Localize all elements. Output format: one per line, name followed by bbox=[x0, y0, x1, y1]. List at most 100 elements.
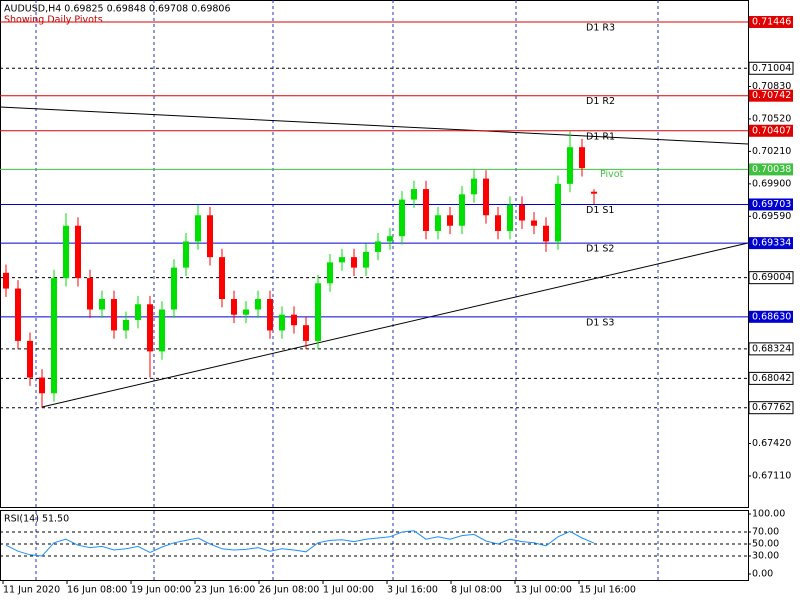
pivot-box bbox=[749, 237, 793, 250]
pivot-name: D1 S1 bbox=[586, 205, 614, 216]
pivot-name: D1 S3 bbox=[586, 317, 614, 328]
candle-body bbox=[531, 220, 537, 226]
level-label: 0.68324 bbox=[752, 343, 791, 354]
candle-body bbox=[567, 147, 573, 184]
level-box bbox=[748, 401, 794, 415]
candle-body bbox=[483, 178, 489, 216]
pivot-name: D1 R3 bbox=[586, 22, 615, 33]
pivot-box bbox=[749, 15, 793, 28]
candle-body bbox=[387, 236, 393, 242]
y-tick-label: 0.67420 bbox=[752, 438, 791, 449]
rsi-y-tick-label: 0.00 bbox=[752, 569, 773, 580]
pivot-label: 0.70038 bbox=[752, 164, 791, 175]
candle-body bbox=[303, 325, 309, 341]
candle-body bbox=[267, 299, 273, 331]
x-tick-label: 16 Jun 08:00 bbox=[67, 585, 127, 596]
candle-body bbox=[87, 278, 93, 310]
x-tick-label: 1 Jul 00:00 bbox=[323, 585, 374, 596]
rsi-y-tick-label: 100.00 bbox=[752, 509, 785, 520]
candle-body bbox=[435, 215, 441, 231]
vertical-grid bbox=[35, 0, 659, 580]
pivot-box bbox=[749, 163, 793, 176]
candle-body bbox=[495, 215, 501, 231]
candle-body bbox=[279, 314, 285, 331]
level-box bbox=[748, 342, 794, 356]
candle-body bbox=[231, 299, 237, 315]
candle-body bbox=[543, 225, 549, 242]
candle-body bbox=[123, 319, 129, 331]
candle-body bbox=[219, 257, 225, 300]
pivot-label: 0.70742 bbox=[752, 90, 791, 101]
trendline-upper bbox=[0, 106, 749, 145]
pivot-label: 0.69334 bbox=[752, 238, 791, 249]
rsi-y-tick-label: 70.00 bbox=[752, 527, 779, 538]
candle-body bbox=[51, 278, 57, 394]
pivot-label: 0.69703 bbox=[752, 199, 791, 210]
level-label: 0.67762 bbox=[752, 402, 791, 413]
rsi-title: RSI(14) 51.50 bbox=[4, 514, 69, 525]
y-tick-label: 0.67110 bbox=[752, 470, 791, 481]
candle-body bbox=[351, 257, 357, 268]
x-tick-label: 15 Jul 16:00 bbox=[579, 585, 636, 596]
pivot-name: D1 R2 bbox=[586, 96, 615, 107]
y-tick-label: 0.70520 bbox=[752, 113, 791, 124]
candle-body bbox=[459, 194, 465, 226]
candle-body bbox=[315, 283, 321, 341]
chart-title: AUDUSD,H4 0.69825 0.69848 0.69708 0.6980… bbox=[4, 4, 231, 15]
pivot-box bbox=[749, 310, 793, 323]
candle-body bbox=[447, 215, 453, 226]
x-tick-label: 3 Jul 16:00 bbox=[387, 585, 438, 596]
candle-body bbox=[15, 288, 21, 341]
candle-body bbox=[519, 204, 525, 221]
candle-body bbox=[135, 304, 141, 320]
candle-body bbox=[291, 314, 297, 326]
candle-body bbox=[147, 304, 153, 352]
price-pane bbox=[0, 0, 749, 508]
candle-body bbox=[99, 299, 105, 310]
candle-body bbox=[159, 309, 165, 352]
pivot-name: D1 R1 bbox=[586, 131, 615, 142]
y-tick-label: 0.70830 bbox=[752, 81, 791, 92]
candle-body bbox=[471, 178, 477, 195]
candle-body bbox=[39, 377, 45, 394]
level-label: 0.68042 bbox=[752, 373, 791, 384]
candle-body bbox=[555, 183, 561, 242]
x-tick-label: 8 Jul 08:00 bbox=[451, 585, 502, 596]
candle-body bbox=[27, 340, 33, 378]
candle-body bbox=[423, 189, 429, 231]
y-tick-label: 0.70210 bbox=[752, 146, 791, 157]
x-tick-label: 13 Jul 00:00 bbox=[515, 585, 572, 596]
level-box bbox=[748, 61, 794, 75]
y-tick-label: 0.69590 bbox=[752, 211, 791, 222]
candle-body bbox=[339, 257, 345, 263]
candle-body bbox=[327, 262, 333, 284]
candle-body bbox=[195, 215, 201, 242]
level-label: 0.69004 bbox=[752, 272, 791, 283]
candle-body bbox=[111, 299, 117, 331]
candle-body bbox=[63, 225, 69, 279]
x-tick-label: 19 Jun 00:00 bbox=[131, 585, 191, 596]
pivot-box bbox=[749, 89, 793, 102]
pivot-box bbox=[749, 198, 793, 211]
rsi-line bbox=[5, 530, 595, 557]
pivot-label: 0.68630 bbox=[752, 311, 791, 322]
x-tick-label: 23 Jun 16:00 bbox=[195, 585, 255, 596]
rsi-y-tick-label: 50.00 bbox=[752, 539, 779, 550]
pivot-box bbox=[749, 124, 793, 137]
level-label: 0.71004 bbox=[752, 63, 791, 74]
candle-body bbox=[579, 147, 585, 169]
candle-body bbox=[75, 225, 81, 279]
trendline-lower bbox=[41, 242, 749, 408]
candle-body bbox=[375, 241, 381, 252]
candle-body bbox=[507, 204, 513, 231]
x-tick-label: 11 Jun 2020 bbox=[3, 585, 60, 596]
pivot-name: D1 S2 bbox=[586, 244, 614, 255]
candle-body bbox=[591, 191, 597, 194]
candle-body bbox=[243, 309, 249, 315]
level-box bbox=[748, 371, 794, 385]
candle-body bbox=[399, 199, 405, 237]
candle-body bbox=[183, 241, 189, 268]
